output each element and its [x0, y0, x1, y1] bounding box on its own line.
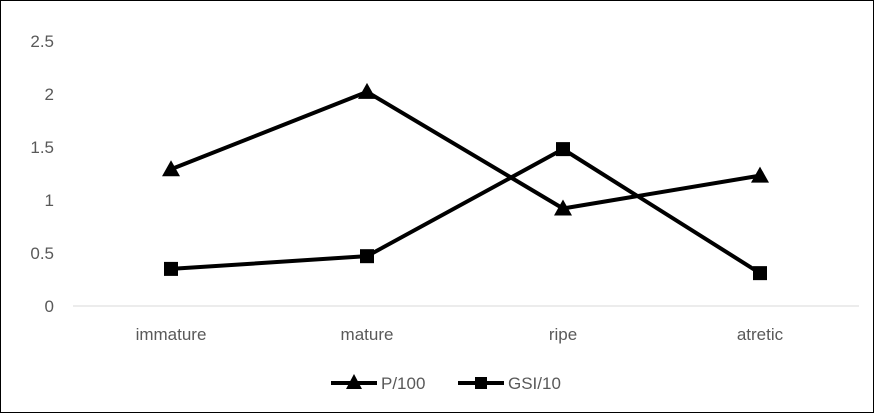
series-layer	[162, 82, 769, 281]
legend-item-p100: P/100	[331, 374, 425, 393]
x-tick-label: ripe	[549, 325, 577, 344]
y-tick-label: 2.5	[30, 32, 54, 51]
data-point-p100-atretic	[751, 166, 769, 183]
y-tick-labels: 0 0.5 1 1.5 2 2.5	[30, 32, 54, 316]
y-tick-label: 1	[45, 191, 54, 210]
data-point-p100-ripe	[554, 199, 572, 216]
y-tick-label: 0	[45, 297, 54, 316]
y-tick-label: 1.5	[30, 138, 54, 157]
legend-label-gsi10: GSI/10	[508, 374, 561, 393]
x-tick-label: immature	[136, 325, 207, 344]
data-point-gsi10-atretic	[753, 266, 767, 281]
legend-triangle-marker	[346, 374, 362, 389]
x-tick-label: atretic	[737, 325, 784, 344]
legend-square-marker	[475, 377, 487, 389]
data-point-gsi10-mature	[360, 249, 374, 264]
legend-item-gsi10: GSI/10	[458, 374, 561, 393]
legend-label-p100: P/100	[381, 374, 425, 393]
series-line-p100	[170, 89, 761, 211]
data-point-gsi10-immature	[164, 261, 178, 276]
y-tick-label: 0.5	[30, 244, 54, 263]
data-point-gsi10-ripe	[556, 142, 570, 157]
x-tick-label: mature	[341, 325, 394, 344]
legend: P/100 GSI/10	[331, 374, 561, 393]
y-tick-label: 2	[45, 85, 54, 104]
x-tick-labels: immature mature ripe atretic	[136, 325, 784, 344]
series-line-gsi10	[170, 147, 762, 275]
data-point-p100-mature	[358, 82, 376, 99]
data-point-p100-immature	[162, 160, 180, 177]
